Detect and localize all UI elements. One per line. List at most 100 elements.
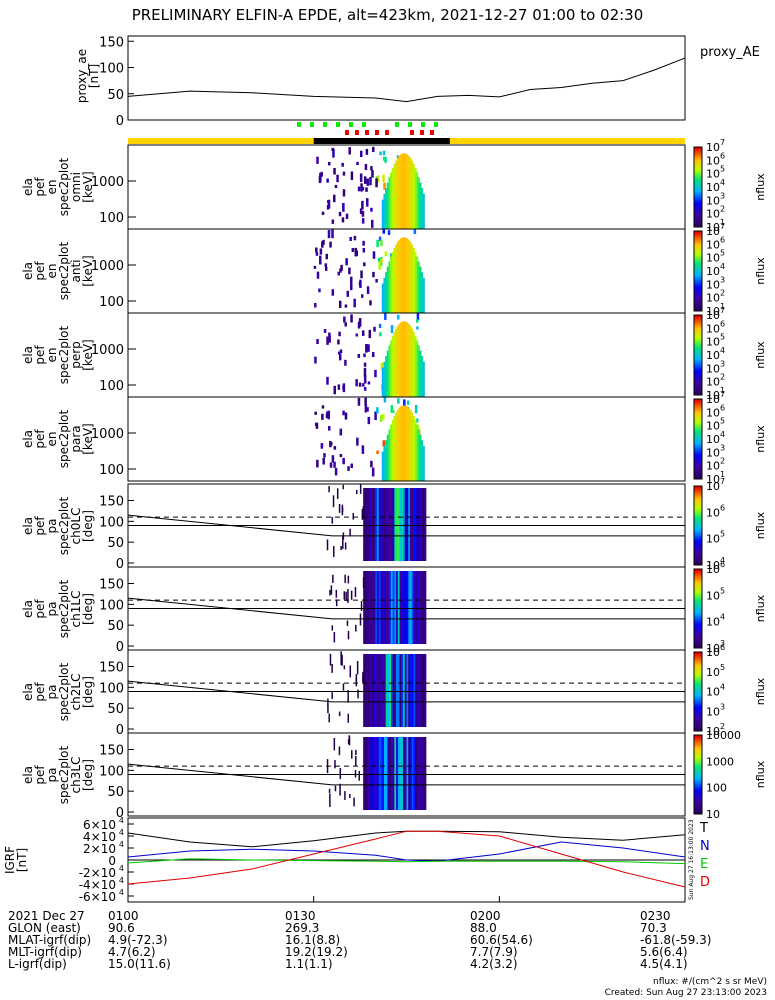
spec-pixel bbox=[327, 229, 331, 239]
spec-ylabel-1: ela bbox=[21, 262, 35, 280]
spec-pixel bbox=[370, 166, 373, 171]
pa-cbar-2-band bbox=[694, 727, 702, 729]
pa-pixel bbox=[362, 676, 364, 683]
pa-cbar-3-band bbox=[694, 785, 702, 787]
spec-cbar-1-band bbox=[694, 237, 702, 240]
spec-pixel bbox=[378, 261, 381, 270]
spec-pixel bbox=[342, 171, 346, 176]
spec-pixel bbox=[348, 147, 351, 155]
pa-cbar-3-band bbox=[694, 766, 702, 769]
pa-pixel bbox=[340, 651, 342, 666]
pa-cbar-2-band bbox=[694, 712, 702, 715]
spec-pixel bbox=[355, 333, 359, 337]
pa-stripe bbox=[394, 654, 397, 727]
spec-cbar-0-band bbox=[694, 183, 702, 185]
spec-ylabel-0: omni bbox=[69, 172, 83, 202]
pa-stripe bbox=[378, 488, 382, 561]
pa-cbar-3-band bbox=[694, 773, 702, 775]
spec-ylabel-0: spec2plot bbox=[57, 157, 71, 216]
pa-ytick-label: 50 bbox=[107, 785, 124, 800]
spec-cbar-0-band bbox=[694, 187, 702, 189]
spec-cbar-2-tick-exp: 2 bbox=[720, 373, 725, 382]
spec-pixel bbox=[382, 440, 386, 447]
spec-cbar-1-band bbox=[694, 252, 702, 255]
spec-cbar-2-band bbox=[694, 381, 702, 384]
igrf-ylabel: [nT] bbox=[15, 848, 29, 872]
pa-ylabel-2: ela bbox=[21, 683, 35, 701]
spec-pixel bbox=[342, 457, 345, 465]
spec-pixel bbox=[406, 400, 410, 405]
spec-cbar-3-band bbox=[694, 455, 702, 457]
pa-stripe bbox=[403, 654, 406, 727]
zone-marker-green bbox=[395, 122, 399, 127]
spec-pixel bbox=[314, 302, 317, 308]
pa-cbar-3-band bbox=[694, 750, 702, 753]
pa-cbar-0-band bbox=[694, 520, 702, 523]
pa-cbar-0-tick-exp: 4 bbox=[720, 556, 725, 565]
pa-stripe bbox=[383, 737, 387, 810]
spec-core bbox=[408, 409, 412, 481]
pa-cbar-1-tick-exp: 3 bbox=[720, 639, 725, 648]
pa-ylabel-3: ela bbox=[21, 766, 35, 784]
pa-stripe bbox=[371, 737, 375, 810]
pa-cbar-3-band bbox=[694, 775, 702, 778]
pa-stripe bbox=[383, 571, 387, 644]
spec-core bbox=[401, 405, 405, 481]
spec-pixel bbox=[379, 151, 382, 156]
pa-panel-1 bbox=[127, 571, 685, 644]
pa-ylabel-2: ch2LC bbox=[69, 674, 83, 711]
spec-cbar-0-band bbox=[694, 165, 702, 168]
pa-stripe bbox=[378, 571, 382, 644]
spec-cbar-1-band bbox=[694, 304, 702, 307]
pa-cbar-2-band bbox=[694, 663, 702, 666]
pa-cbar-3-band bbox=[694, 787, 702, 790]
spec-cbar-0-band bbox=[694, 148, 702, 151]
spec-core bbox=[388, 429, 392, 481]
spec-cbar-3-tick: 10 bbox=[706, 393, 720, 406]
spec-pixel bbox=[337, 271, 341, 276]
zone-marker-red bbox=[365, 130, 369, 135]
spec-cbar-1-band bbox=[694, 240, 702, 243]
spec-pixel bbox=[357, 353, 361, 358]
spec-core bbox=[413, 419, 417, 481]
spec-core bbox=[413, 335, 417, 397]
spec-cbar-0-band bbox=[694, 203, 702, 205]
spec-pixel bbox=[316, 339, 319, 345]
pa-cbar-0-tick-exp: 6 bbox=[720, 503, 725, 512]
pa-pixel bbox=[351, 750, 353, 759]
pa-stripe bbox=[409, 488, 413, 561]
spec-cbar-0-band bbox=[694, 207, 702, 209]
pa-stripe bbox=[420, 571, 423, 644]
pa-cbar-2-band bbox=[694, 670, 702, 673]
spec-cbar-2-band bbox=[694, 361, 702, 364]
pa-stripe bbox=[370, 571, 373, 644]
spec-cbar-0-band bbox=[694, 205, 702, 208]
spec-pixel bbox=[360, 270, 363, 279]
pa-cbar-0-frame bbox=[693, 485, 703, 566]
spec-pixel bbox=[315, 252, 319, 256]
pa-stripe bbox=[390, 737, 394, 810]
pa-pixel bbox=[362, 506, 365, 520]
spec-cbar-0-band bbox=[694, 175, 702, 177]
spec-ylabel-0: pef bbox=[33, 177, 47, 197]
pa-pixel bbox=[347, 575, 350, 584]
footer-labels: 2021 Dec 27 GLON (east) MLAT-igrf(dip) M… bbox=[8, 909, 92, 971]
spec-cbar-2-tick: 10 bbox=[706, 322, 720, 335]
pa-cbar-2-band bbox=[694, 661, 702, 664]
pa-ylabel-2: spec2plot bbox=[57, 662, 71, 721]
spec-cbar-1-band bbox=[694, 272, 702, 275]
pa-loss-cone-line bbox=[127, 763, 685, 786]
pa-pixel bbox=[362, 671, 364, 677]
pa-stripe bbox=[385, 737, 389, 810]
spec-core bbox=[405, 154, 409, 229]
pa-pixel bbox=[359, 613, 362, 626]
spec-pixel bbox=[336, 174, 339, 183]
spec-cbar-3-band bbox=[694, 401, 702, 404]
spec-cbar-3-band bbox=[694, 407, 702, 409]
pa-cbar-3-band bbox=[694, 744, 702, 747]
spec-cbar-1-tick: 10 bbox=[706, 278, 720, 291]
pa-cbar-0-band bbox=[694, 539, 702, 542]
spec-cbar-0-band bbox=[694, 163, 702, 165]
spec-pixel bbox=[359, 208, 363, 215]
pa-stripe bbox=[394, 737, 397, 810]
